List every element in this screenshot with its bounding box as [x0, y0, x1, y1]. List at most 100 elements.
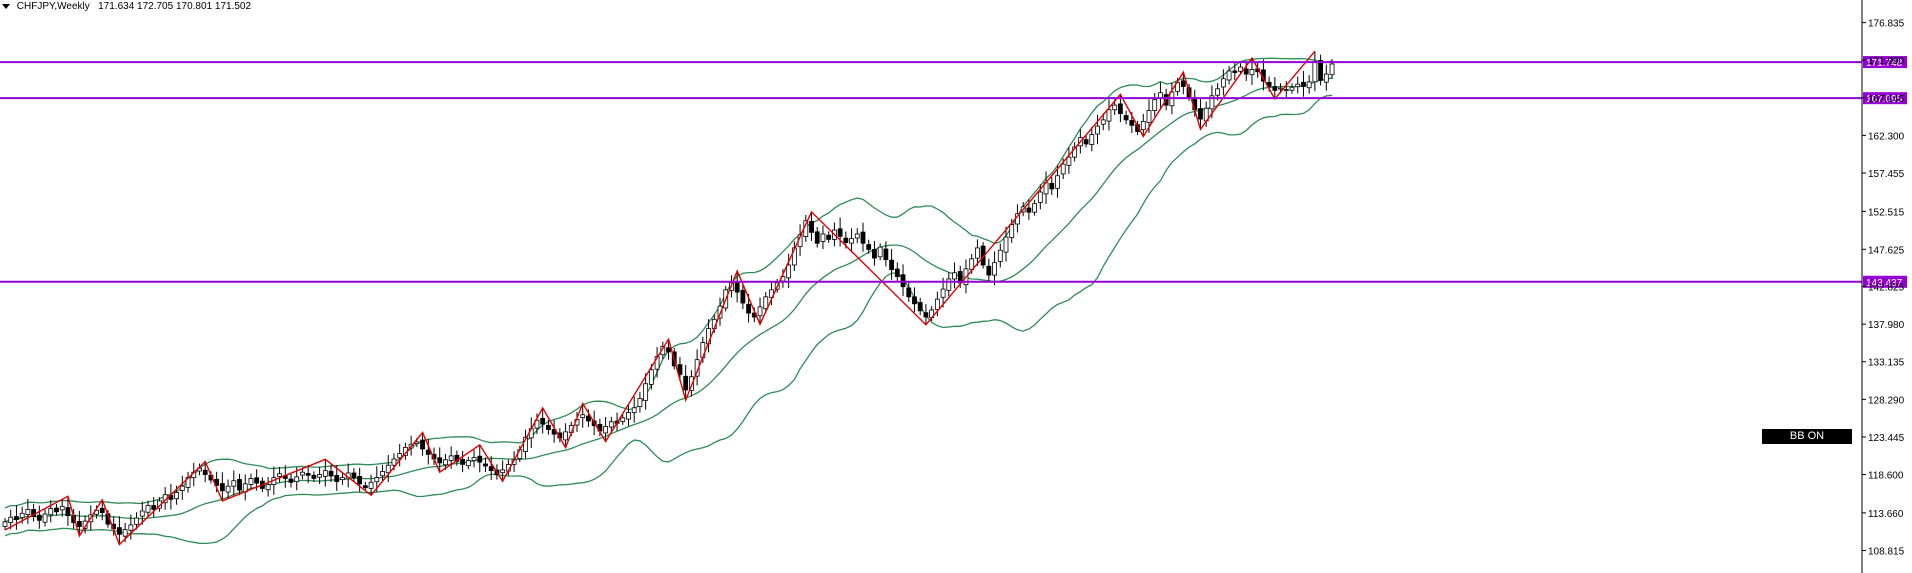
candle-body — [8, 516, 14, 523]
candle-body — [288, 478, 294, 483]
candle-body — [477, 455, 483, 463]
candle-body — [917, 302, 923, 312]
candle-body — [225, 485, 231, 493]
candle-body — [1198, 108, 1203, 120]
candle-body — [826, 234, 832, 240]
candle-body — [1106, 109, 1112, 122]
candle-body — [952, 272, 957, 280]
price-tick-label: 113.660 — [1868, 509, 1904, 520]
candle-body — [374, 477, 380, 483]
candle-body — [305, 473, 311, 476]
price-tick-label: 176.835 — [1868, 19, 1905, 30]
candle-body — [872, 249, 877, 259]
candle-body — [14, 516, 19, 520]
candle-body — [362, 485, 368, 489]
candle-body — [940, 288, 946, 298]
candle-body — [689, 376, 694, 391]
candle-body — [334, 475, 340, 482]
candle-body — [1220, 78, 1226, 88]
candle-body — [740, 289, 746, 304]
candle-body — [1312, 61, 1318, 83]
candle-body — [563, 431, 568, 441]
candle-body — [328, 470, 334, 477]
candle-body — [117, 527, 122, 535]
candle-body — [757, 306, 763, 317]
candle-body — [145, 505, 151, 513]
candle-body — [1323, 73, 1329, 83]
bb-on-badge[interactable]: BB ON — [1762, 428, 1852, 444]
candle-body — [1100, 119, 1106, 125]
candle-body — [1301, 81, 1306, 87]
candle-body — [54, 507, 59, 513]
price-tick-label: 147.625 — [1868, 245, 1905, 256]
candle-body — [523, 436, 528, 452]
candle-body — [877, 246, 883, 258]
candle-body — [2, 521, 8, 527]
price-tick-label: 157.455 — [1868, 169, 1905, 180]
candle-body — [1026, 207, 1032, 213]
candle-body — [488, 466, 494, 472]
candle-body — [42, 513, 48, 523]
price-tick-label: 133.135 — [1868, 358, 1905, 369]
candle-body — [1060, 163, 1066, 175]
candle-body — [637, 398, 643, 407]
candle-body — [540, 417, 546, 425]
candle-body — [866, 244, 872, 250]
bb-upper-band — [4, 57, 1333, 509]
candle-body — [677, 364, 683, 375]
candle-body — [820, 233, 826, 242]
price-tick-label: 167.145 — [1868, 94, 1905, 105]
candle-body — [580, 414, 586, 418]
candlesticks — [2, 51, 1335, 545]
candle-body — [837, 228, 843, 237]
candle-body — [1055, 175, 1060, 189]
candle-body — [1095, 125, 1100, 135]
candle-body — [317, 474, 323, 478]
candle-body — [1272, 86, 1278, 91]
candle-body — [219, 483, 225, 492]
candle-body — [1226, 70, 1232, 81]
candle-body — [923, 312, 929, 318]
candle-body — [957, 271, 963, 284]
candle-body — [59, 505, 65, 511]
candle-body — [586, 415, 591, 422]
candle-body — [608, 421, 614, 428]
candle-body — [237, 479, 242, 491]
candle-body — [1089, 134, 1095, 145]
level-price-tag — [1863, 275, 1907, 288]
candle-body — [65, 507, 71, 517]
candle-body — [912, 296, 917, 305]
candle-body — [683, 375, 689, 391]
candle-body — [36, 514, 42, 521]
candle-body — [1049, 182, 1055, 190]
bb-lower-band — [4, 94, 1333, 545]
candle-body — [1243, 68, 1249, 75]
candle-body — [368, 481, 374, 489]
level-price-tag — [1863, 92, 1907, 105]
candle-body — [814, 231, 820, 244]
candle-body — [19, 512, 25, 519]
candle-body — [854, 233, 860, 239]
candle-body — [894, 268, 900, 278]
ohlc-values: 171.634 172.705 170.801 171.502 — [98, 1, 252, 12]
candle-body — [25, 509, 31, 515]
price-tick-label: 142.825 — [1868, 283, 1905, 294]
candle-body — [1140, 121, 1146, 131]
candle-body — [546, 424, 551, 430]
candle-body — [265, 484, 271, 491]
candle-body — [500, 469, 506, 474]
level-price-label: 167.095 — [1866, 94, 1903, 105]
candle-body — [460, 459, 466, 465]
candle-body — [465, 460, 471, 467]
collapse-triangle-icon[interactable] — [2, 3, 10, 9]
bb-middle-band — [4, 77, 1333, 523]
candle-body — [975, 247, 980, 259]
candle-body — [357, 475, 363, 485]
candle-body — [174, 491, 180, 500]
candle-body — [809, 220, 814, 233]
candle-body — [76, 521, 82, 527]
candle-body — [889, 259, 894, 271]
candle-body — [139, 510, 145, 517]
